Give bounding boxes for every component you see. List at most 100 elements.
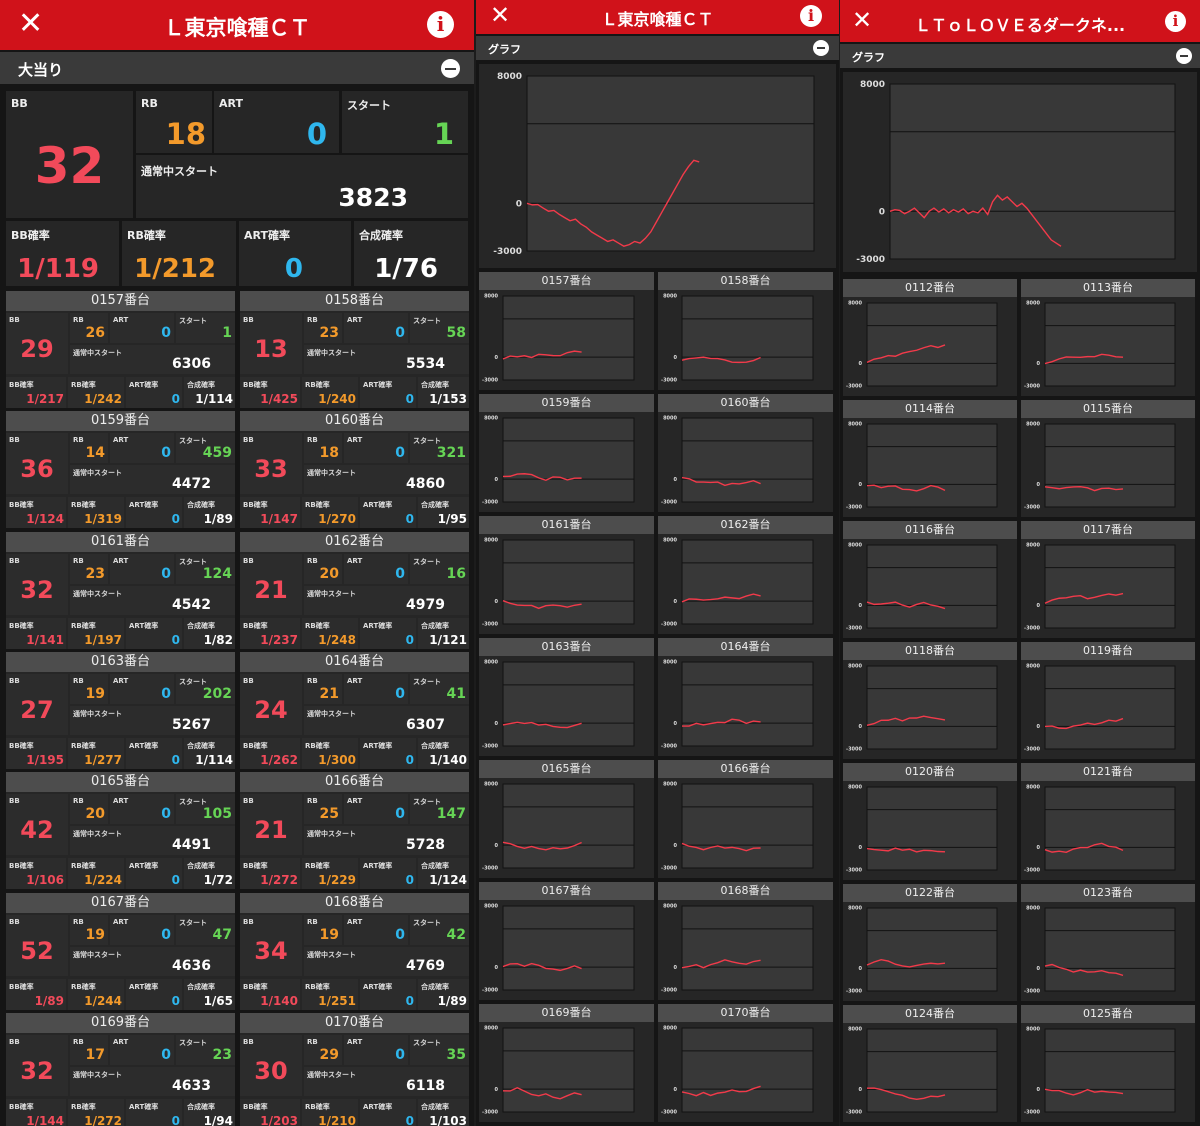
close-icon[interactable]: ✕ (852, 6, 873, 34)
graph-card[interactable]: 0168番台 8000 0 -3000 (658, 882, 833, 1000)
graph-card[interactable]: 0166番台 8000 0 -3000 (658, 760, 833, 878)
section-header[interactable]: 大当り (0, 52, 474, 84)
machine-name: 0112番台 (843, 279, 1017, 297)
bb-prob-label: BB確率 (9, 741, 34, 750)
info-icon[interactable]: i (800, 5, 822, 27)
normal-start-box: 通常中スタート 4979 (304, 585, 469, 615)
y-tick-label: 8000 (848, 1027, 862, 1033)
graph-card[interactable]: 0167番台 8000 0 -3000 (479, 882, 654, 1000)
graph-card[interactable]: 0160番台 8000 0 -3000 (658, 394, 833, 512)
machine-card[interactable]: 0159番台 BB 36 RB 14 ART 0 スタート 459 通常中スター… (6, 411, 235, 529)
normal-start-label: 通常中スタート (73, 589, 122, 598)
synth-prob-box: 合成確率 1/89 (184, 497, 235, 529)
series-line (1044, 592, 1124, 604)
close-icon[interactable]: ✕ (18, 6, 44, 41)
normal-start-box: 通常中スタート 4636 (70, 946, 235, 976)
machine-card[interactable]: 0164番台 BB 24 RB 21 ART 0 スタート 41 通常中スタート… (240, 651, 469, 769)
graph-card[interactable]: 0165番台 8000 0 -3000 (479, 760, 654, 878)
bb-label: BB (243, 917, 254, 926)
graph-card[interactable]: 0162番台 8000 0 -3000 (658, 516, 833, 634)
machine-card[interactable]: 0168番台 BB 34 RB 19 ART 0 スタート 42 通常中スタート… (240, 892, 469, 1010)
bb-value: 13 (254, 335, 288, 363)
graph-card[interactable]: 0159番台 8000 0 -3000 (479, 394, 654, 512)
machine-name: 0113番台 (1021, 279, 1195, 297)
graph-card[interactable]: 0124番台 8000 0 -3000 (843, 1005, 1017, 1122)
graph-card[interactable]: 0116番台 8000 0 -3000 (843, 521, 1017, 638)
art-prob-value: 0 (405, 873, 414, 888)
art-box: ART 0 (344, 914, 408, 945)
normal-start-box: 通常中スタート 5534 (304, 345, 469, 374)
art-value: 0 (395, 806, 405, 823)
y-tick-label: 8000 (663, 1026, 677, 1032)
graph-card[interactable]: 0118番台 8000 0 -3000 (843, 642, 1017, 759)
bb-box: BB 27 (6, 673, 68, 735)
graph-card[interactable]: 0120番台 8000 0 -3000 (843, 763, 1017, 880)
graph-card[interactable]: 0123番台 8000 0 -3000 (1021, 884, 1195, 1001)
rb-box: RB 25 (304, 794, 342, 825)
machine-card[interactable]: 0166番台 BB 21 RB 25 ART 0 スタート 147 通常中スター… (240, 772, 469, 890)
graph-card[interactable]: 0119番台 8000 0 -3000 (1021, 642, 1195, 759)
plot-area (1044, 786, 1176, 871)
graph-card[interactable]: 0170番台 8000 0 -3000 (658, 1004, 833, 1122)
section-header[interactable]: グラフ (840, 44, 1200, 68)
graph-card[interactable]: 0121番台 8000 0 -3000 (1021, 763, 1195, 880)
graph-card[interactable]: 0113番台 8000 0 -3000 (1021, 279, 1195, 396)
bb-box: BB 32 (6, 1034, 68, 1096)
art-prob-box: ART確率 0 (126, 737, 182, 769)
info-icon[interactable]: i (427, 11, 454, 38)
machine-card[interactable]: 0160番台 BB 33 RB 18 ART 0 スタート 321 通常中スター… (240, 411, 469, 529)
machine-card[interactable]: 0161番台 BB 32 RB 23 ART 0 スタート 124 通常中スター… (6, 531, 235, 649)
machine-card[interactable]: 0165番台 BB 42 RB 20 ART 0 スタート 105 通常中スター… (6, 772, 235, 890)
section-header[interactable]: グラフ (476, 36, 839, 60)
art-count-box: ART 0 (214, 91, 339, 153)
plot-area (681, 1027, 814, 1113)
art-prob-label: ART確率 (129, 621, 159, 630)
rb-value: 18 (319, 445, 339, 462)
series-line (526, 159, 700, 247)
y-tick-label: -3000 (482, 622, 499, 628)
y-tick-label: -3000 (846, 747, 863, 753)
bb-value: 32 (20, 1056, 54, 1085)
graph-card[interactable]: 0115番台 8000 0 -3000 (1021, 400, 1195, 517)
art-prob-box: ART確率 0 (360, 377, 416, 408)
close-icon[interactable]: ✕ (490, 1, 511, 29)
plot-area (526, 75, 815, 252)
machine-card[interactable]: 0170番台 BB 30 RB 29 ART 0 スタート 35 通常中スタート… (240, 1012, 469, 1126)
mini-graph-chart: 8000 0 -3000 (846, 785, 998, 874)
bb-prob-label: BB確率 (9, 862, 34, 871)
machine-card[interactable]: 0169番台 BB 32 RB 17 ART 0 スタート 23 通常中スタート… (6, 1012, 235, 1126)
machine-card[interactable]: 0158番台 BB 13 RB 23 ART 0 スタート 58 通常中スタート… (240, 291, 469, 408)
series-line (1044, 486, 1124, 492)
normal-start-box: 通常中スタート 5728 (304, 826, 469, 856)
rb-label: RB (307, 917, 318, 926)
graph-card[interactable]: 0125番台 8000 0 -3000 (1021, 1005, 1195, 1122)
info-icon[interactable]: i (1165, 11, 1186, 32)
graph-card[interactable]: 0169番台 8000 0 -3000 (479, 1004, 654, 1122)
machine-card[interactable]: 0167番台 BB 52 RB 19 ART 0 スタート 47 通常中スタート… (6, 892, 235, 1010)
graph-card[interactable]: 0117番台 8000 0 -3000 (1021, 521, 1195, 638)
synth-prob-box: 合成確率 1/95 (418, 497, 469, 529)
graph-card[interactable]: 0161番台 8000 0 -3000 (479, 516, 654, 634)
collapse-icon[interactable] (441, 59, 460, 78)
graph-card[interactable]: 0164番台 8000 0 -3000 (658, 638, 833, 756)
graph-card[interactable]: 0112番台 8000 0 -3000 (843, 279, 1017, 396)
machine-card[interactable]: 0157番台 BB 29 RB 26 ART 0 スタート 1 通常中スタート … (6, 291, 235, 408)
synth-prob-box: 合成確率 1/114 (184, 377, 235, 408)
graph-card[interactable]: 0157番台 8000 0 -3000 (479, 272, 654, 390)
y-tick-label: 0 (495, 965, 499, 971)
collapse-icon[interactable] (1176, 48, 1192, 64)
graph-card[interactable]: 0158番台 8000 0 -3000 (658, 272, 833, 390)
graph-card[interactable]: 0122番台 8000 0 -3000 (843, 884, 1017, 1001)
normal-start-value: 3823 (338, 183, 408, 212)
bb-prob-value: 1/262 (260, 752, 298, 767)
mini-graph-chart: 8000 0 -3000 (1024, 422, 1176, 511)
graph-card[interactable]: 0114番台 8000 0 -3000 (843, 400, 1017, 517)
bb-prob-box: BB確率 1/262 (240, 737, 300, 769)
machine-card[interactable]: 0163番台 BB 27 RB 19 ART 0 スタート 202 通常中スター… (6, 651, 235, 769)
graph-card[interactable]: 0163番台 8000 0 -3000 (479, 638, 654, 756)
rb-prob-label: RB確率 (71, 741, 96, 750)
rb-prob-label: RB確率 (127, 229, 166, 242)
art-prob-value: 0 (405, 512, 414, 527)
machine-card[interactable]: 0162番台 BB 21 RB 20 ART 0 スタート 16 通常中スタート… (240, 531, 469, 649)
collapse-icon[interactable] (813, 40, 829, 56)
